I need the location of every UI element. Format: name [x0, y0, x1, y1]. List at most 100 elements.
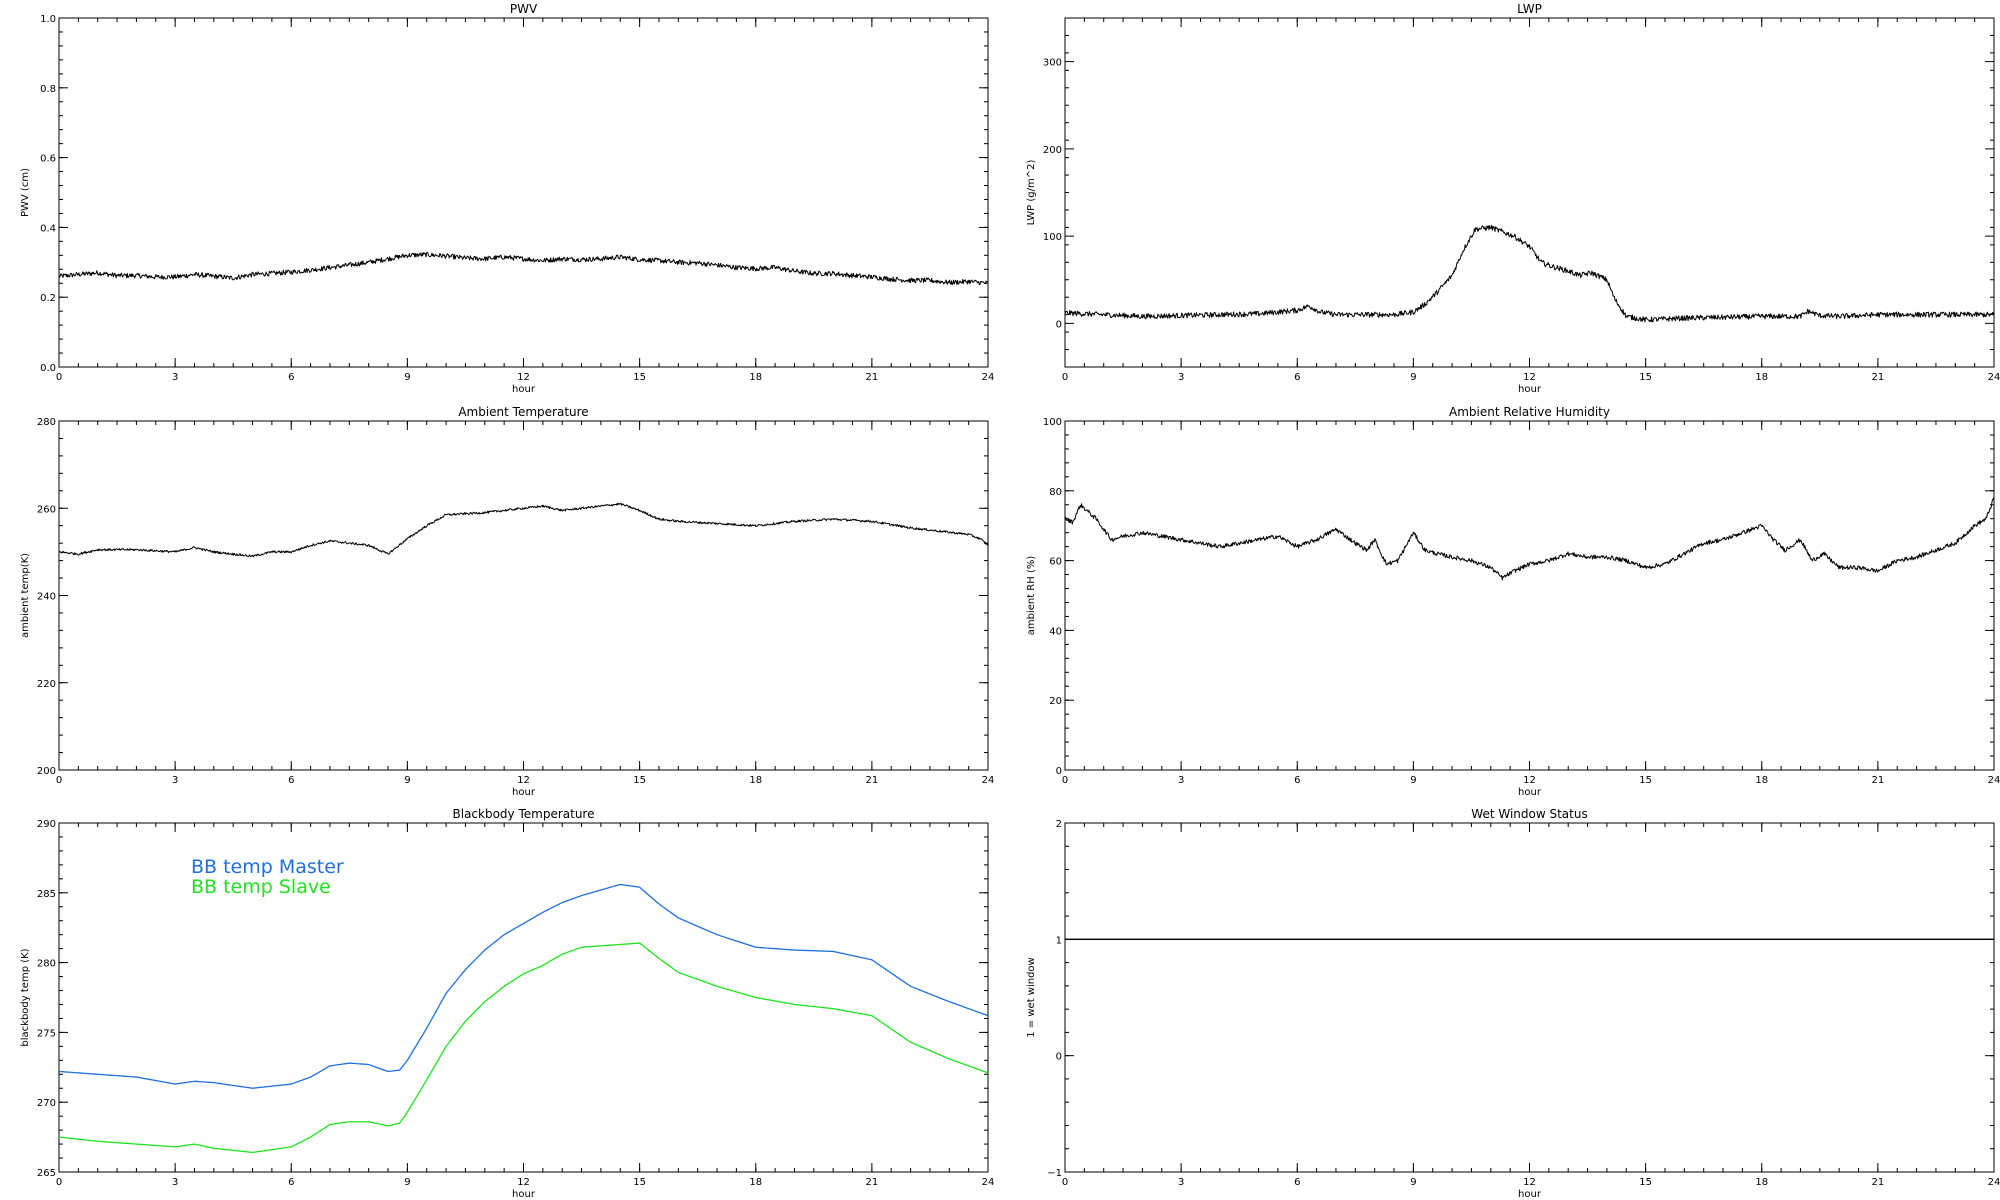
y-tick-label: 275 — [37, 1028, 56, 1039]
y-axis-label: 1 = wet window — [1026, 957, 1037, 1037]
x-tick-label: 18 — [749, 372, 762, 383]
x-tick-label: 6 — [1294, 775, 1300, 786]
y-tick-label: 100 — [1043, 417, 1062, 428]
x-tick-label: 9 — [404, 775, 410, 786]
x-tick-label: 0 — [56, 775, 62, 786]
x-tick-label: 9 — [1410, 372, 1416, 383]
x-tick-label: 6 — [288, 372, 294, 383]
chart-title: Ambient Relative Humidity — [1449, 405, 1610, 419]
chart-panel-4: 0 3 6 9 12 15 18 21 24 0 20 40 60 80 100 Ambient Relati… — [1026, 405, 2000, 798]
y-tick-label: 100 — [1043, 232, 1062, 243]
x-tick-label: 0 — [56, 1177, 62, 1188]
x-tick-label: 0 — [1062, 775, 1068, 786]
x-tick-label: 3 — [1178, 372, 1184, 383]
x-tick-label: 24 — [982, 775, 995, 786]
y-tick-label: 200 — [37, 766, 56, 777]
y-tick-label: 0 — [1056, 766, 1062, 777]
y-tick-label: 0.8 — [40, 84, 56, 95]
series-line-2 — [58, 942, 989, 1154]
x-tick-label: 21 — [1872, 775, 1885, 786]
y-axis-label: ambient RH (%) — [1026, 556, 1037, 636]
x-tick-label: 6 — [288, 775, 294, 786]
y-tick-label: 2 — [1056, 819, 1062, 830]
chart-title: Wet Window Status — [1471, 807, 1587, 821]
series-line-1 — [58, 251, 989, 286]
y-axis-label: LWP (g/m^2) — [1026, 160, 1037, 226]
chart-title: LWP — [1517, 2, 1542, 16]
x-tick-label: 18 — [1755, 775, 1768, 786]
x-tick-label: 24 — [982, 1177, 995, 1188]
x-tick-label: 15 — [1639, 372, 1652, 383]
x-tick-label: 9 — [404, 372, 410, 383]
x-tick-label: 9 — [1410, 1177, 1416, 1188]
chart-panel-1: 0 3 6 9 12 15 18 21 24 0.0 0.2 0.4 0.6 0.8 1.0 PWV hour P… — [20, 2, 994, 395]
series-line-1 — [1064, 224, 1995, 323]
y-tick-label: 200 — [1043, 145, 1062, 156]
y-tick-label: 285 — [37, 889, 56, 900]
x-axis-label: hour — [512, 1189, 536, 1200]
x-tick-label: 3 — [172, 775, 178, 786]
x-tick-label: 0 — [56, 372, 62, 383]
x-tick-label: 15 — [1639, 775, 1652, 786]
chart-panel-5: 0 3 6 9 12 15 18 21 24 265 270 275 280 285 290 Blackbod… — [20, 807, 994, 1200]
y-tick-label: 40 — [1049, 626, 1062, 637]
x-axis-label: hour — [1518, 787, 1542, 798]
x-tick-label: 15 — [633, 1177, 646, 1188]
x-tick-label: 12 — [1523, 1177, 1536, 1188]
y-tick-label: 265 — [37, 1168, 56, 1179]
y-tick-label: 1.0 — [40, 14, 56, 25]
plot-frame — [58, 420, 989, 771]
x-tick-label: 12 — [517, 775, 530, 786]
x-tick-label: 15 — [1639, 1177, 1652, 1188]
x-axis-label: hour — [1518, 384, 1542, 395]
x-tick-label: 24 — [1988, 372, 2000, 383]
y-tick-label: 1 — [1056, 935, 1062, 946]
y-axis-label: PWV (cm) — [20, 168, 31, 217]
x-tick-label: 12 — [517, 1177, 530, 1188]
x-tick-label: 12 — [1523, 775, 1536, 786]
y-tick-label: 60 — [1049, 557, 1062, 568]
y-tick-label: 220 — [37, 679, 56, 690]
chart-title: Ambient Temperature — [458, 405, 588, 419]
x-tick-label: 3 — [1178, 1177, 1184, 1188]
y-tick-label: 260 — [37, 504, 56, 515]
x-tick-label: 21 — [866, 775, 879, 786]
x-tick-label: 18 — [1755, 372, 1768, 383]
x-tick-label: 24 — [1988, 775, 2000, 786]
x-axis-label: hour — [512, 384, 536, 395]
minor-ticks — [1064, 420, 1995, 771]
x-tick-label: 6 — [288, 1177, 294, 1188]
y-tick-label: 240 — [37, 592, 56, 603]
x-tick-label: 9 — [1410, 775, 1416, 786]
y-tick-label: 280 — [37, 959, 56, 970]
x-tick-label: 21 — [1872, 372, 1885, 383]
x-tick-label: 3 — [172, 1177, 178, 1188]
x-tick-label: 0 — [1062, 372, 1068, 383]
x-tick-label: 21 — [866, 1177, 879, 1188]
x-tick-label: 18 — [749, 775, 762, 786]
x-tick-label: 18 — [1755, 1177, 1768, 1188]
series-line-1 — [58, 883, 989, 1089]
y-tick-label: 0.2 — [40, 293, 56, 304]
x-tick-label: 18 — [749, 1177, 762, 1188]
x-tick-label: 3 — [1178, 775, 1184, 786]
minor-ticks — [58, 17, 989, 368]
x-tick-label: 12 — [1523, 372, 1536, 383]
x-tick-label: 21 — [1872, 1177, 1885, 1188]
y-tick-label: 290 — [37, 819, 56, 830]
x-tick-label: 24 — [1988, 1177, 2000, 1188]
x-tick-label: 0 — [1062, 1177, 1068, 1188]
legend-entry: BB temp Master — [191, 856, 344, 878]
series-line-1 — [58, 502, 989, 558]
x-tick-label: 9 — [404, 1177, 410, 1188]
y-tick-label: 0 — [1056, 319, 1062, 330]
chart-title: PWV — [510, 2, 538, 16]
x-tick-label: 6 — [1294, 372, 1300, 383]
y-tick-label: 300 — [1043, 58, 1062, 69]
minor-ticks — [1064, 17, 1995, 368]
y-tick-label: 0.0 — [40, 363, 56, 374]
x-axis-label: hour — [1518, 1189, 1542, 1200]
y-tick-label: 0.4 — [40, 223, 56, 234]
